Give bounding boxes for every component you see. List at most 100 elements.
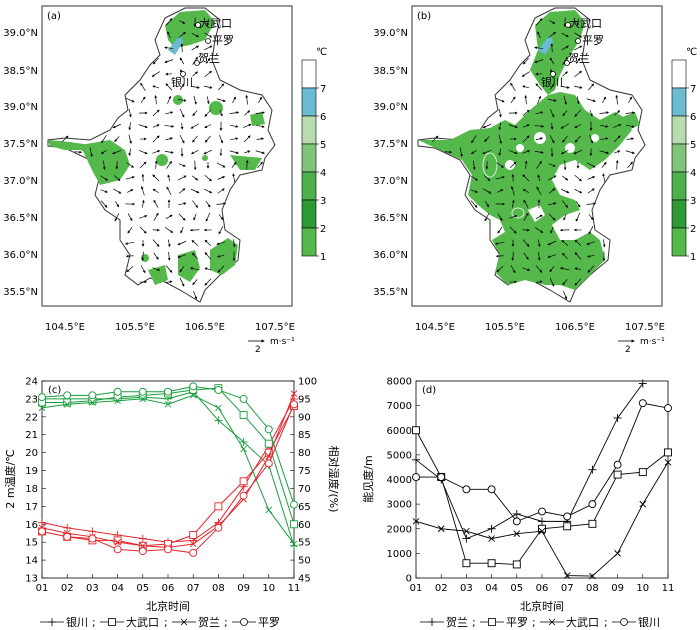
x-tick-label: 11 [662,583,675,594]
wind-legend: 2 m·s⁻¹ [248,337,295,355]
wind-arrow [522,150,531,154]
wind-arrow [602,96,606,104]
data-point [215,404,222,412]
plot-frame [415,380,669,579]
wind-arrow [180,43,184,53]
wind-arrow [574,109,582,117]
wind-legend-unit: m·s⁻¹ [270,337,295,347]
wind-arrow [550,122,554,130]
wind-arrow [510,265,516,274]
x-tick-label: 04 [111,583,124,594]
lat-tick: 39.0°N [3,28,38,39]
legend: 贺兰 ; 平罗 ; 大武口 ; 银川 [420,615,660,629]
wind-arrow [482,188,492,194]
x-tick-label: 07 [187,583,200,594]
wind-arrow [128,109,132,118]
data-point [264,439,273,448]
wind-arrow [217,188,225,194]
wind-arrow [206,18,210,27]
data-point [189,382,198,391]
wind-arrow [232,96,236,104]
data-point [114,397,121,405]
panel-label: (a) [47,11,61,22]
wind-arrow [470,189,478,193]
wind-arrow [524,160,528,169]
wind-arrow [561,188,570,194]
wind-arrow [561,252,568,259]
wind-arrow [560,123,570,129]
wind-arrow [125,97,135,103]
data-point [613,460,622,469]
wind-arrow [511,251,515,261]
wind-arrow [127,189,134,193]
lat-tick-labels: 39.0°N 38.5°N 39.0°N 37.5°N 37.0°N 36.5°… [373,28,408,298]
wind-arrow [563,17,567,28]
visibility-line [416,402,669,522]
wind-arrow [204,188,213,194]
wind-arrow [216,241,226,245]
humidity-line [41,393,295,549]
wind-arrow [537,31,541,39]
wind-arrow [498,148,502,157]
x-tick-label: 01 [36,583,49,594]
wind-arrow [494,241,505,245]
wind-arrow [232,173,236,183]
data-point [290,540,298,548]
wind-arrow [560,149,569,155]
wind-arrow [140,265,146,274]
wind-arrow [523,212,529,221]
legend-item: 平罗 [480,616,528,629]
x-tick-label: 06 [536,583,549,594]
data-point [189,548,198,557]
wind-arrow [548,202,557,206]
data-point [588,465,597,474]
wind-arrow [470,175,478,181]
wind-arrow [152,188,159,194]
wind-arrow [166,160,172,169]
wind-arrow [626,137,635,141]
wind-arrow [190,123,200,129]
wind-arrow [154,95,158,105]
legend-label: 银川 [638,615,660,629]
wind-arrow [193,17,197,28]
wind-arrow [576,96,580,105]
wind-arrow [549,266,555,273]
wind-arrow [243,135,251,143]
colorbar-swatch [671,115,687,145]
wind-arrow [191,188,200,194]
wind-arrow [559,228,570,232]
data-point [164,387,172,396]
y-tick-label-right: 45 [298,574,311,585]
wind-arrow [203,149,213,155]
y-tick-label-right: 100 [298,377,317,388]
y-tick-label-left: 23 [25,394,38,405]
lat-tick: 39.0°N [3,102,38,113]
x-tick-label: 06 [162,583,175,594]
wind-arrow [561,45,570,51]
wind-arrow [601,161,607,168]
data-point [89,399,96,406]
data-point [412,473,420,481]
legend-separator: ; [92,616,96,629]
wind-arrow [139,161,147,169]
visibility-line [415,430,669,565]
y-tick-label: 4000 [387,475,412,486]
wind-arrow [537,95,542,104]
city-dot [205,38,211,44]
data-point [664,404,672,413]
wind-arrow [204,252,212,260]
data-point [38,527,46,536]
data-point [113,545,122,554]
wind-arrow [164,124,175,128]
wind-arrow [563,213,567,221]
wind-arrow [470,150,477,154]
wind-arrow [497,213,503,222]
data-point [164,545,172,554]
map-panel-a: (a) 大武口 [3,5,327,355]
data-point [290,500,298,509]
wind-arrow [496,266,504,273]
data-point [113,387,122,396]
x-tick-label: 02 [435,583,448,594]
